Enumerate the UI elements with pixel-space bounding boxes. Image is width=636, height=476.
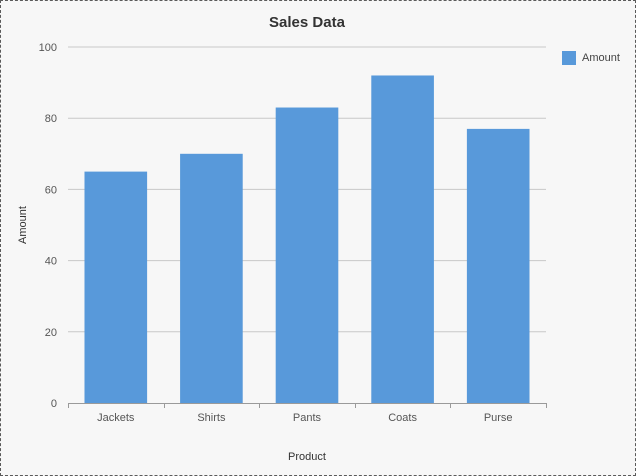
x-tick-label: Purse (484, 412, 513, 424)
axes: 0 20 40 60 80 100 Jackets Shirts Pants Coats Purse (39, 42, 547, 424)
legend-label: Amount (582, 52, 620, 64)
legend: Amount (562, 51, 620, 65)
y-tick-label: 20 (45, 327, 57, 339)
y-tick-label: 60 (45, 184, 57, 196)
x-tick-label: Coats (388, 412, 417, 424)
bar-coats[interactable] (371, 75, 434, 403)
y-tick-label: 0 (51, 398, 57, 410)
bars (84, 75, 530, 404)
x-tick-label: Pants (293, 412, 322, 424)
bar-jackets[interactable] (84, 171, 148, 403)
x-tick-label: Shirts (197, 412, 226, 424)
x-tick-label: Jackets (97, 412, 135, 424)
y-axis-title: Amount (17, 206, 29, 244)
y-tick-label: 40 (45, 256, 57, 268)
y-tick-label: 100 (39, 42, 57, 54)
x-axis-title: Product (288, 451, 326, 463)
bar-purse[interactable] (466, 128, 530, 403)
chart-title: Sales Data (269, 14, 345, 31)
bar-shirts[interactable] (180, 153, 243, 403)
legend-swatch (562, 51, 576, 65)
bar-pants[interactable] (275, 107, 339, 404)
y-tick-label: 80 (45, 113, 57, 125)
